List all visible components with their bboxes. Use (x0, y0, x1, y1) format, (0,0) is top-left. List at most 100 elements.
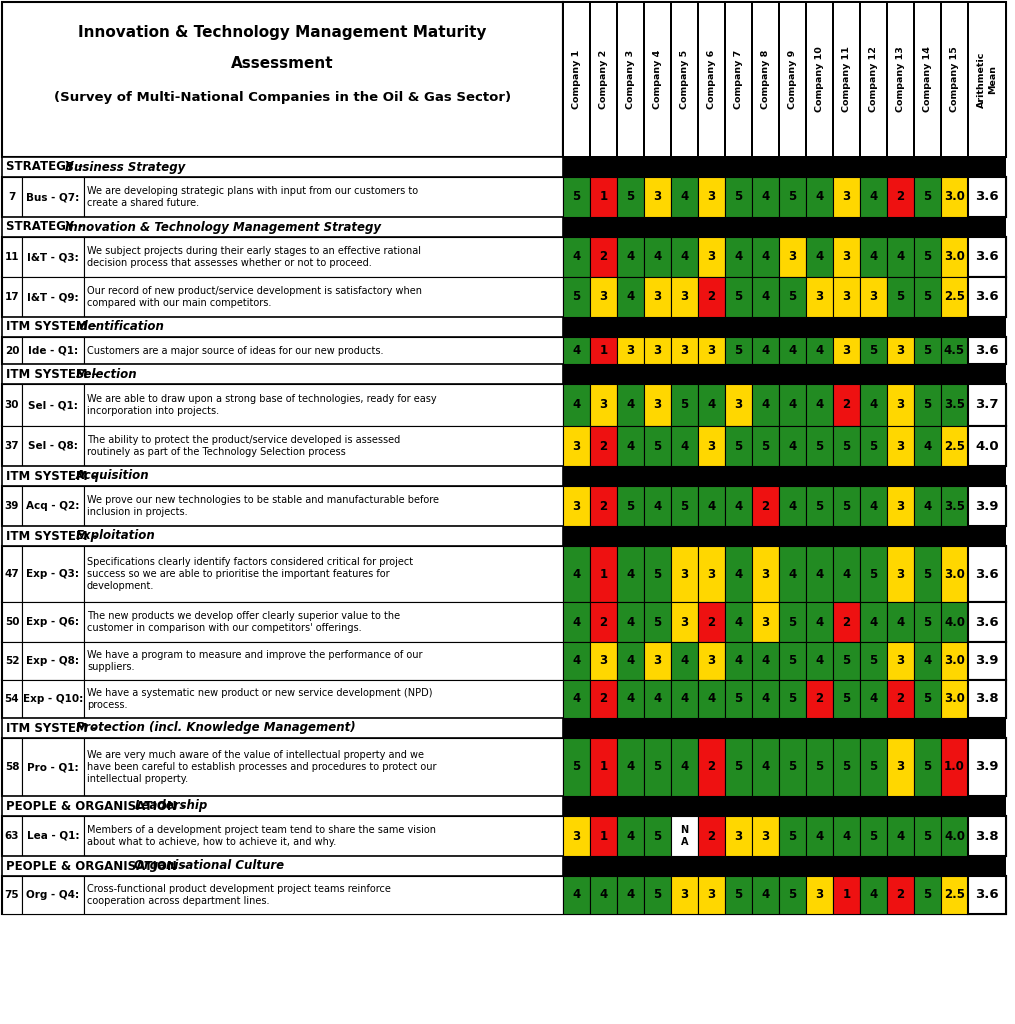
Text: 1: 1 (600, 761, 608, 773)
Text: 4: 4 (626, 439, 634, 453)
Text: We are able to draw upon a strong base of technologies, ready for easy
incorpora: We are able to draw upon a strong base o… (87, 394, 436, 416)
Text: Organisational Culture: Organisational Culture (134, 859, 284, 872)
Text: 3.9: 3.9 (975, 761, 999, 773)
Bar (725, 602, 752, 642)
Text: 7: 7 (8, 193, 15, 202)
Bar (887, 426, 914, 466)
Text: 2: 2 (842, 615, 851, 629)
Text: 5: 5 (735, 344, 743, 357)
Bar (644, 816, 671, 856)
Text: 3: 3 (654, 291, 662, 303)
Text: 75: 75 (5, 890, 19, 900)
Text: 3: 3 (761, 829, 769, 843)
Bar (22, 816, 84, 856)
Bar (779, 237, 806, 278)
Text: 4: 4 (789, 398, 797, 412)
Bar (860, 876, 887, 914)
Bar (644, 278, 671, 317)
Text: 4: 4 (896, 829, 904, 843)
Bar (807, 3, 832, 156)
Text: 4: 4 (680, 439, 688, 453)
Bar (84, 816, 563, 856)
Text: 4: 4 (680, 654, 688, 668)
Text: Org - Q4:: Org - Q4: (26, 890, 79, 900)
Text: Bus - Q7:: Bus - Q7: (26, 193, 79, 202)
Bar (888, 3, 914, 156)
Text: STRATEGY -: STRATEGY - (6, 220, 87, 233)
Text: 5: 5 (842, 692, 851, 706)
Text: 5: 5 (789, 889, 797, 901)
Text: 3.6: 3.6 (975, 567, 999, 581)
Bar (22, 177, 84, 217)
Text: 5: 5 (789, 190, 797, 204)
Bar (2, 526, 1006, 546)
Text: 5: 5 (815, 500, 823, 512)
Bar (590, 237, 617, 278)
Bar (22, 680, 84, 718)
Bar (617, 486, 644, 526)
Text: 30: 30 (5, 400, 19, 410)
Bar (2, 738, 1006, 796)
Text: 5: 5 (572, 291, 581, 303)
Bar (914, 816, 941, 856)
Bar (860, 426, 887, 466)
Bar (671, 278, 698, 317)
Bar (563, 384, 590, 426)
Text: 5: 5 (924, 251, 932, 263)
Bar (887, 384, 914, 426)
Text: 4: 4 (680, 761, 688, 773)
Bar (2, 317, 563, 337)
Bar (806, 816, 833, 856)
Text: 4: 4 (761, 398, 769, 412)
Text: 4: 4 (761, 190, 769, 204)
Bar (563, 337, 590, 364)
Bar (84, 278, 563, 317)
Bar (968, 278, 1006, 317)
Text: 3: 3 (896, 761, 904, 773)
Bar (914, 278, 941, 317)
Text: ITM SYSTEM -: ITM SYSTEM - (6, 321, 100, 334)
Bar (725, 337, 752, 364)
Bar (779, 426, 806, 466)
Text: 5: 5 (789, 692, 797, 706)
Text: 4: 4 (626, 761, 634, 773)
Text: 5: 5 (815, 761, 823, 773)
Bar (833, 426, 860, 466)
Bar (914, 426, 941, 466)
Text: 5: 5 (789, 291, 797, 303)
Bar (2, 856, 1006, 876)
Bar (833, 680, 860, 718)
Text: 3: 3 (654, 398, 662, 412)
Bar (2, 796, 563, 816)
Text: 5: 5 (870, 344, 878, 357)
Text: N
A: N A (680, 825, 688, 847)
Text: Company 9: Company 9 (788, 50, 797, 110)
Text: 2: 2 (600, 251, 608, 263)
Text: We have a program to measure and improve the performance of our
suppliers.: We have a program to measure and improve… (87, 650, 422, 672)
Text: 3: 3 (789, 251, 797, 263)
Bar (725, 876, 752, 914)
Text: 4: 4 (735, 654, 743, 668)
Bar (725, 177, 752, 217)
Text: 3.5: 3.5 (944, 500, 965, 512)
Bar (833, 602, 860, 642)
Bar (671, 486, 698, 526)
Bar (2, 486, 1006, 526)
Text: 5: 5 (654, 761, 662, 773)
Bar (671, 237, 698, 278)
Text: 5: 5 (924, 692, 932, 706)
Text: STRATEGY -: STRATEGY - (6, 161, 87, 173)
Text: 3: 3 (896, 567, 904, 581)
Text: 3.6: 3.6 (975, 889, 999, 901)
Bar (968, 876, 1006, 914)
Text: I&T - Q9:: I&T - Q9: (27, 292, 79, 302)
Text: The new products we develop offer clearly superior value to the
customer in comp: The new products we develop offer clearl… (87, 610, 400, 633)
Bar (726, 3, 751, 156)
Text: 20: 20 (5, 345, 19, 355)
Bar (671, 426, 698, 466)
Text: 4: 4 (815, 344, 823, 357)
Bar (2, 486, 22, 526)
Text: 4: 4 (761, 889, 769, 901)
Text: 11: 11 (5, 252, 19, 262)
Text: 5: 5 (572, 761, 581, 773)
